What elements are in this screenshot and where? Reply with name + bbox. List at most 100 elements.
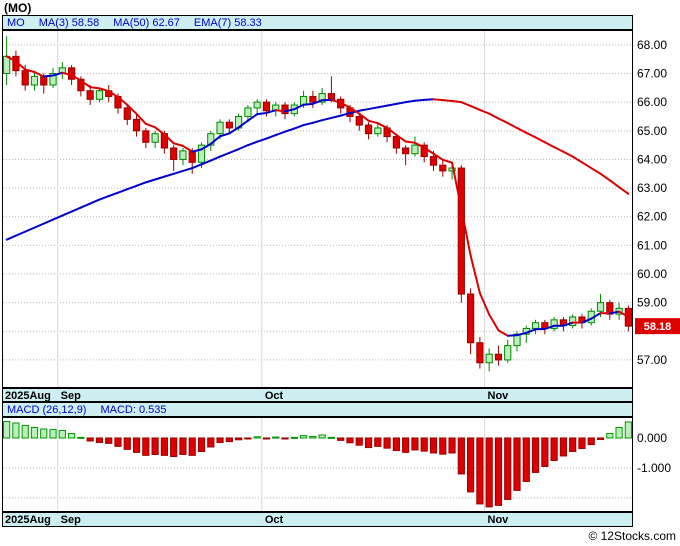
macd-bar	[179, 437, 187, 455]
macd-bar	[299, 435, 308, 439]
macd-bar	[569, 437, 577, 452]
macd-bar	[383, 437, 391, 449]
candle	[327, 93, 336, 100]
candle	[207, 133, 215, 146]
macd-bar	[207, 437, 215, 448]
svg-text:0.000: 0.000	[637, 431, 667, 445]
candle	[225, 121, 233, 129]
macd-bar	[262, 437, 271, 440]
candle	[596, 302, 605, 312]
macd-bar	[235, 437, 243, 441]
price-gridlines	[3, 31, 632, 387]
month-label: Nov	[487, 514, 509, 526]
macd-bar	[67, 432, 76, 439]
macd-bar	[309, 435, 317, 439]
macd-bar	[225, 437, 233, 443]
macd-bar	[327, 436, 336, 439]
svg-text:-1.000: -1.000	[637, 461, 671, 475]
macd-bar	[457, 437, 465, 475]
macd-bar	[476, 437, 484, 505]
macd-bar	[290, 436, 298, 439]
candle	[411, 144, 419, 155]
macd-value: MACD: 0.535	[100, 403, 167, 416]
candle	[170, 147, 178, 160]
macd-bar	[188, 437, 196, 456]
macd-bar	[132, 437, 141, 453]
candle	[151, 133, 159, 143]
copyright: © 12Stocks.com	[588, 529, 676, 543]
macd-bar	[531, 437, 540, 473]
macd-bar	[160, 437, 168, 456]
macd-bar	[244, 437, 252, 440]
candle	[309, 95, 317, 103]
candle	[457, 167, 465, 295]
candle	[374, 127, 382, 135]
candle	[476, 342, 484, 364]
macd-bar	[337, 437, 345, 441]
month-label: Oct	[264, 390, 284, 402]
candle	[123, 107, 131, 120]
svg-text:66.00: 66.00	[637, 95, 667, 109]
ma50-line	[5, 98, 630, 241]
macd-bar	[272, 436, 280, 439]
legend-symbol: MO	[7, 16, 25, 29]
macd-bar	[21, 424, 29, 439]
svg-text:61.00: 61.00	[637, 238, 667, 252]
chart-title: (MO)	[4, 1, 32, 15]
candle	[429, 156, 438, 166]
macd-bar	[123, 437, 131, 450]
macd-bar	[402, 437, 410, 453]
macd-bar	[624, 421, 632, 439]
candles	[3, 36, 632, 372]
candle	[86, 90, 94, 100]
svg-text:64.00: 64.00	[637, 152, 667, 166]
price-y-axis-labels: 68.00 67.00 66.00 65.00 64.00 63.00 62.00 61.00…	[637, 38, 667, 367]
macd-bar	[541, 437, 549, 467]
macd-bar	[439, 437, 447, 455]
month-label: Nov	[487, 390, 509, 402]
candle	[30, 75, 39, 86]
candle	[77, 78, 85, 92]
macd-bar	[467, 437, 475, 493]
macd-bar	[615, 426, 623, 439]
macd-bar	[429, 437, 438, 454]
macd-bar	[364, 437, 373, 449]
candle	[504, 345, 512, 361]
macd-bar	[411, 437, 419, 451]
candle	[179, 150, 187, 160]
candle	[244, 107, 252, 117]
macd-bar	[578, 437, 586, 449]
macd-bar	[504, 437, 512, 500]
svg-text:65.00: 65.00	[637, 124, 667, 138]
macd-bar	[596, 437, 605, 440]
candle	[550, 319, 558, 329]
svg-text:57.00: 57.00	[637, 353, 667, 367]
macd-bar	[494, 437, 503, 506]
svg-text:62.00: 62.00	[637, 210, 667, 224]
svg-text:67.00: 67.00	[637, 67, 667, 81]
macd-bar	[114, 437, 122, 447]
macd-legend: MACD (26,12,9) MACD: 0.535	[2, 402, 633, 417]
macd-bar	[77, 436, 85, 439]
macd-gridlines	[3, 418, 632, 511]
macd-bar	[142, 437, 150, 456]
last-price-badge: 58.18	[635, 318, 680, 335]
macd-bar	[522, 437, 530, 482]
macd-params: MACD (26,12,9)	[7, 403, 87, 416]
month-label: Oct	[264, 514, 284, 526]
macd-bar	[448, 437, 456, 454]
candle	[253, 101, 261, 109]
macd-bar	[49, 429, 57, 439]
candle	[355, 115, 363, 126]
macd-bar	[86, 437, 94, 442]
macd-chart: 0.000 -1.000	[2, 417, 671, 512]
macd-bar	[513, 437, 521, 491]
candle	[392, 136, 400, 149]
macd-bar	[253, 436, 261, 439]
svg-text:58.18: 58.18	[644, 321, 672, 333]
price-legend: MO MA(3) 58.58 MA(50) 62.67 EMA(7) 58.33	[2, 15, 633, 30]
macd-bar	[58, 429, 66, 439]
macd-bar	[346, 437, 354, 444]
price-plot-border	[2, 30, 633, 388]
